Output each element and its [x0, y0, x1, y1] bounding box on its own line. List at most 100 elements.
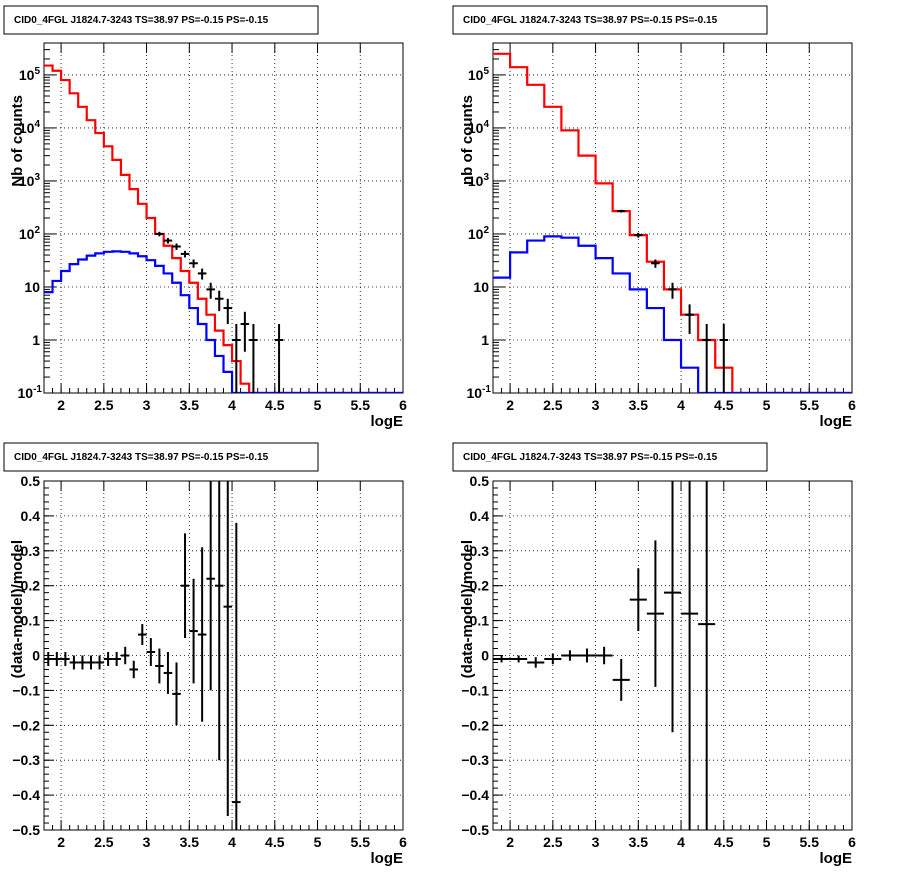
data-point	[163, 237, 173, 244]
chart-panel-2: CID0_4FGL J1824.7-3243 TS=38.97 PS=-0.15…	[452, 5, 856, 430]
data-point	[663, 481, 682, 733]
y-axis-label: Nb of counts	[9, 95, 26, 187]
y-tick-label: 10	[24, 279, 40, 295]
x-tick-label: 5.5	[351, 834, 371, 850]
plot-frame	[492, 42, 853, 394]
y-tick-label: 0.5	[21, 473, 41, 489]
x-tick-label: 3	[592, 397, 600, 413]
x-tick-label: 2.5	[543, 397, 563, 413]
data-point	[651, 259, 660, 268]
data-point	[578, 648, 596, 663]
chart-panel-3: CID0_4FGL J1824.7-3243 TS=38.97 PS=-0.15…	[3, 442, 407, 867]
data-point	[78, 655, 87, 670]
data-point	[180, 250, 190, 258]
y-tick-label: 0.2	[470, 578, 490, 594]
data-point	[616, 209, 626, 213]
x-tick-label: 6	[399, 834, 407, 850]
data-point	[527, 657, 545, 668]
x-tick-label: 3.5	[180, 397, 200, 413]
series-model-total	[44, 64, 403, 393]
x-tick-label: 2	[506, 397, 514, 413]
plot-frame	[43, 42, 404, 394]
y-tick-label: −0.5	[12, 822, 40, 838]
y-tick-label: −0.4	[461, 787, 489, 803]
data-point	[240, 311, 250, 352]
x-axis-label: logE	[371, 850, 404, 867]
data-point	[146, 638, 156, 666]
y-tick-label: −0.1	[461, 682, 489, 698]
grid	[44, 480, 404, 831]
y-tick-label: −0.2	[12, 717, 40, 733]
data-point	[44, 652, 53, 666]
data-point	[702, 324, 711, 393]
y-tick-label: 10-1	[18, 384, 43, 401]
title-box	[3, 5, 319, 35]
y-tick-label: 0.1	[21, 613, 41, 629]
data-point	[189, 578, 198, 684]
x-tick-label: 3	[592, 834, 600, 850]
data-point	[172, 662, 181, 726]
plot-area	[493, 481, 716, 830]
x-tick-label: 3.5	[629, 397, 649, 413]
data-point	[668, 282, 677, 299]
data-point	[629, 568, 647, 632]
data-point	[197, 547, 207, 722]
x-axis-label: logE	[820, 413, 853, 430]
plot-area	[493, 52, 852, 393]
title-box	[3, 442, 319, 472]
x-tick-label: 4	[228, 397, 236, 413]
x-tick-label: 3	[143, 834, 151, 850]
x-tick-label: 4.5	[265, 834, 285, 850]
x-tick-label: 2.5	[94, 834, 114, 850]
x-tick-label: 5	[314, 834, 322, 850]
data-point	[493, 655, 511, 663]
data-point	[95, 655, 104, 670]
x-tick-label: 4.5	[714, 397, 734, 413]
data-point	[719, 324, 729, 393]
data-point	[685, 304, 694, 334]
data-point	[155, 648, 164, 684]
x-tick-label: 4.5	[265, 397, 285, 413]
series-model-source	[44, 250, 403, 393]
x-tick-label: 2.5	[94, 397, 114, 413]
data-point	[544, 653, 562, 665]
y-axis-label: (data-model)/model	[459, 540, 476, 678]
x-tick-label: 5.5	[800, 834, 820, 850]
y-tick-label: 102	[468, 225, 490, 242]
data-point	[510, 655, 528, 663]
data-point	[69, 655, 79, 670]
data-point	[612, 658, 630, 701]
data-point	[103, 652, 113, 666]
data-point	[172, 243, 181, 250]
x-tick-label: 4.5	[714, 834, 734, 850]
x-axis-label: logE	[371, 413, 404, 430]
data-point	[214, 290, 224, 312]
x-tick-label: 2.5	[543, 834, 563, 850]
y-tick-label: −0.3	[12, 752, 40, 768]
x-tick-label: 5	[763, 834, 771, 850]
data-point	[120, 646, 130, 665]
data-point	[61, 652, 70, 666]
data-point	[52, 652, 62, 666]
data-point	[223, 298, 233, 325]
y-tick-label: 1	[481, 332, 489, 348]
x-tick-label: 3.5	[629, 834, 649, 850]
data-point	[232, 324, 241, 393]
data-point	[155, 231, 164, 237]
y-tick-label: 0.5	[470, 473, 490, 489]
data-point	[189, 259, 198, 268]
y-tick-label: 0.1	[470, 613, 490, 629]
plot-area	[44, 64, 403, 393]
chart-title: CID0_4FGL J1824.7-3243 TS=38.97 PS=-0.15…	[463, 15, 718, 26]
y-axis-label: (data-model)/model	[9, 540, 26, 678]
y-tick-label: 0.3	[470, 543, 490, 559]
x-tick-label: 3.5	[180, 834, 200, 850]
data-point	[634, 232, 643, 238]
y-tick-label: −0.4	[12, 787, 40, 803]
y-tick-label: 10-1	[467, 384, 492, 401]
data-point	[197, 268, 207, 280]
x-tick-label: 3	[143, 397, 151, 413]
data-point	[214, 481, 224, 761]
x-tick-label: 5	[763, 397, 771, 413]
